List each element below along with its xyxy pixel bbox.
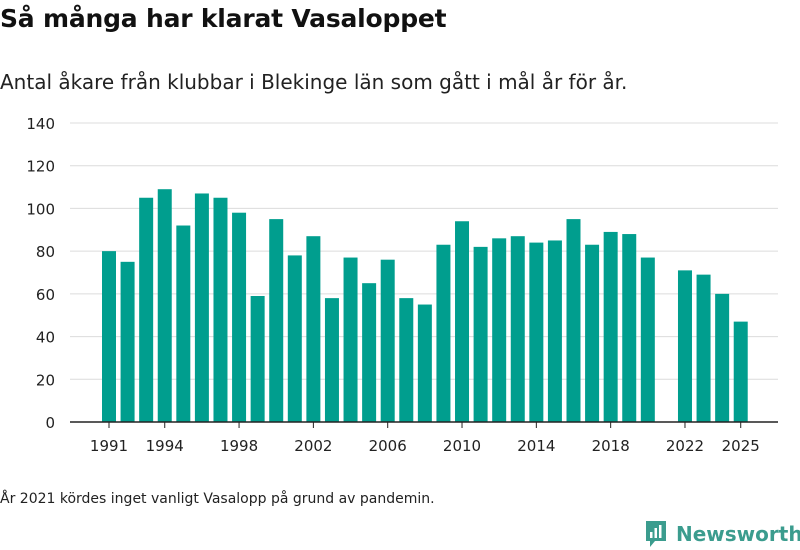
chart-title: Så många har klarat Vasaloppet (0, 4, 447, 33)
chart-subtitle: Antal åkare från klubbar i Blekinge län … (0, 70, 628, 94)
bar (510, 236, 525, 422)
bar (455, 221, 470, 422)
brand-name: Newsworthy (676, 522, 800, 546)
y-tick-label: 0 (45, 414, 55, 432)
bar (250, 295, 265, 422)
bar (120, 261, 135, 422)
bar (362, 283, 377, 422)
bar (176, 225, 191, 422)
x-tick-label: 2014 (517, 437, 555, 455)
brand-logo: Newsworthy (644, 519, 800, 549)
bar (157, 189, 172, 422)
y-tick-label: 60 (36, 286, 55, 304)
bars (102, 189, 748, 422)
bar (417, 304, 432, 422)
bar (473, 246, 488, 422)
bar (306, 236, 321, 422)
x-tick-label: 1991 (90, 437, 128, 455)
bar (324, 298, 339, 422)
x-tick-label: 2010 (443, 437, 481, 455)
y-tick-label: 140 (26, 115, 55, 133)
bar (232, 212, 247, 422)
bar (380, 259, 395, 422)
x-tick-label: 1994 (146, 437, 184, 455)
bar (585, 244, 600, 422)
bar-chart: 0 20 40 60 80 100 120 140 1991 1994 1998 2002 2006 20… (26, 115, 778, 455)
axes: 0 20 40 60 80 100 120 140 1991 1994 1998 2002 2006 20… (26, 115, 778, 455)
bar (677, 270, 692, 422)
bar (529, 242, 544, 422)
x-tick-label: 2022 (666, 437, 704, 455)
bar (343, 257, 358, 422)
y-tick-label: 120 (26, 158, 55, 176)
footnote: År 2021 kördes inget vanligt Vasalopp på… (0, 491, 435, 507)
y-tick-label: 20 (36, 371, 55, 389)
bar (194, 193, 209, 422)
bar (547, 240, 562, 422)
y-tick-label: 40 (36, 329, 55, 347)
bar (492, 238, 507, 422)
x-tick-label: 2006 (369, 437, 407, 455)
bar (269, 219, 284, 422)
bar (399, 298, 414, 422)
bar (139, 197, 154, 422)
bar (102, 251, 116, 422)
bar (696, 274, 711, 422)
bar (640, 257, 655, 422)
bar (622, 234, 637, 422)
bar (715, 293, 730, 422)
bar (566, 219, 581, 422)
x-tick-label: 2025 (722, 437, 760, 455)
bar (436, 244, 451, 422)
newsworthy-logo-icon (646, 521, 666, 547)
x-tick-label: 2002 (294, 437, 332, 455)
bar (287, 255, 302, 422)
x-tick-label: 1998 (220, 437, 258, 455)
x-tick-label: 2018 (592, 437, 630, 455)
y-tick-label: 100 (26, 200, 55, 218)
bar (213, 197, 228, 422)
bar (603, 231, 618, 422)
bar (733, 321, 748, 422)
y-tick-label: 80 (36, 243, 55, 261)
